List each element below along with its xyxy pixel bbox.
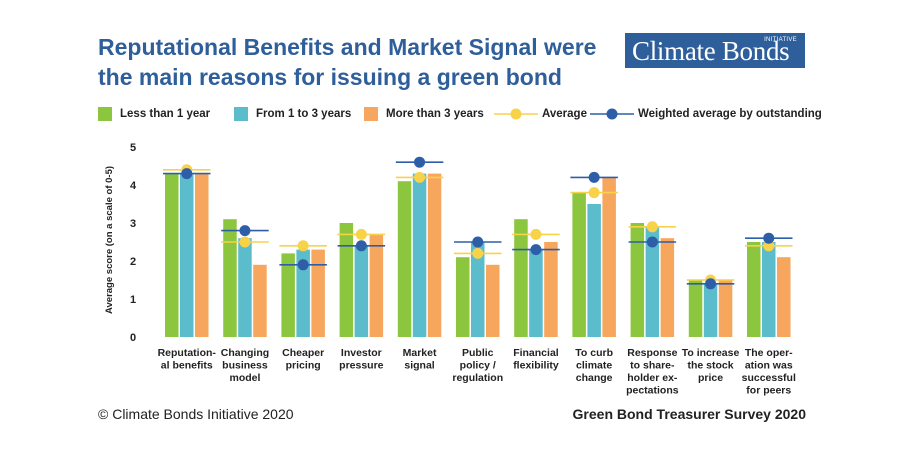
bar-more-than-3-years <box>602 177 616 337</box>
category-label: To increase the stock price <box>682 347 740 384</box>
average-marker <box>297 240 309 252</box>
weighted-average-marker <box>646 236 658 248</box>
average-marker <box>763 240 775 252</box>
bar-from-1-to-3-years <box>762 242 776 337</box>
weighted-average-marker <box>472 236 484 248</box>
weighted-average-marker <box>355 240 367 252</box>
chart-title: Reputational Benefits and Market Signal … <box>98 34 597 90</box>
category-label: Response to share-holder ex-pectations <box>626 347 679 397</box>
average-marker <box>414 171 426 183</box>
legend-label-from-1-to-3-years: From 1 to 3 years <box>256 108 352 120</box>
weighted-average-marker <box>705 278 717 290</box>
legend-swatch-more-than-3-years <box>364 107 378 121</box>
bar-more-than-3-years <box>660 238 675 337</box>
bar-from-1-to-3-years <box>238 238 252 337</box>
bar-from-1-to-3-years <box>296 249 310 337</box>
y-axis-label: Average score (on a scale of 0-5) <box>104 166 115 314</box>
legend-label-average: Average <box>542 108 587 120</box>
y-tick-label: 0 <box>130 332 136 344</box>
category-label: Market signal <box>403 347 437 372</box>
copyright-text: © Climate Bonds Initiative 2020 <box>98 406 294 422</box>
weighted-average-marker <box>239 225 251 237</box>
bars-group <box>165 173 791 337</box>
bar-less-than-1-year <box>339 223 354 337</box>
bar-from-1-to-3-years <box>471 242 485 337</box>
average-marker <box>530 228 542 240</box>
bar-more-than-3-years <box>427 173 442 337</box>
bar-less-than-1-year <box>572 192 586 337</box>
category-label: To curb climate change <box>575 347 613 384</box>
y-tick-label: 4 <box>130 180 137 192</box>
category-label: Changing business model <box>221 347 269 384</box>
category-label: Financial flexibility <box>513 347 559 372</box>
weighted-average-marker <box>763 232 775 244</box>
bar-less-than-1-year <box>514 219 528 337</box>
bar-less-than-1-year <box>281 253 295 337</box>
category-label: Cheaper pricing <box>282 347 324 372</box>
legend-swatch-less-than-1-year <box>98 107 112 121</box>
bar-from-1-to-3-years <box>529 249 543 337</box>
bar-more-than-3-years <box>311 249 325 337</box>
bar-from-1-to-3-years <box>645 226 660 337</box>
markers-group <box>163 156 793 290</box>
category-label: Reputation-al benefits <box>158 347 217 372</box>
weighted-average-marker <box>530 244 542 256</box>
bar-from-1-to-3-years <box>354 245 369 337</box>
legend-swatch-from-1-to-3-years <box>234 107 248 121</box>
weighted-average-marker <box>588 171 600 183</box>
y-tick-label: 5 <box>130 142 136 154</box>
climate-bonds-logo: Climate Bonds INITIATIVE <box>625 33 805 68</box>
bar-less-than-1-year <box>688 280 703 337</box>
category-label: The oper-ation was successful for peers <box>742 347 796 397</box>
bar-more-than-3-years <box>369 234 384 337</box>
average-marker <box>588 187 600 199</box>
bar-more-than-3-years <box>195 173 209 337</box>
legend-label-weighted-average: Weighted average by outstanding <box>638 108 822 120</box>
logo-small-text: INITIATIVE <box>764 37 797 43</box>
bar-more-than-3-years <box>544 242 558 337</box>
bar-less-than-1-year <box>165 173 179 337</box>
average-marker <box>472 247 484 259</box>
legend-label-less-than-1-year: Less than 1 year <box>120 108 211 120</box>
bar-from-1-to-3-years <box>180 173 194 337</box>
legend-key-average <box>494 108 538 120</box>
bar-from-1-to-3-years <box>703 283 718 337</box>
legend-label-more-than-3-years: More than 3 years <box>386 108 484 120</box>
bar-from-1-to-3-years <box>412 173 427 337</box>
category-label: Investor pressure <box>339 347 384 372</box>
category-label: Public policy / regulation <box>452 347 503 384</box>
bar-less-than-1-year <box>747 242 761 337</box>
bar-more-than-3-years <box>718 280 733 337</box>
bar-less-than-1-year <box>456 257 470 337</box>
average-marker <box>646 221 658 233</box>
y-tick-label: 3 <box>130 218 136 230</box>
bar-from-1-to-3-years <box>587 204 601 337</box>
y-axis-ticks: 0 1 2 3 4 5 <box>130 142 137 344</box>
weighted-average-marker <box>181 168 193 180</box>
bar-more-than-3-years <box>777 257 791 337</box>
logo-text: Climate Bonds <box>632 36 790 66</box>
y-tick-label: 1 <box>130 294 136 306</box>
survey-source-text: Green Bond Treasurer Survey 2020 <box>572 406 806 422</box>
bar-less-than-1-year <box>223 219 237 337</box>
bar-more-than-3-years <box>253 264 267 337</box>
weighted-average-marker <box>297 259 309 271</box>
bar-less-than-1-year <box>630 223 645 337</box>
legend-key-weighted-average <box>590 108 634 120</box>
bar-more-than-3-years <box>486 264 500 337</box>
bar-less-than-1-year <box>397 181 412 337</box>
y-tick-label: 2 <box>130 256 136 268</box>
average-marker <box>355 228 367 240</box>
average-marker <box>239 236 251 248</box>
weighted-average-marker <box>414 156 426 168</box>
